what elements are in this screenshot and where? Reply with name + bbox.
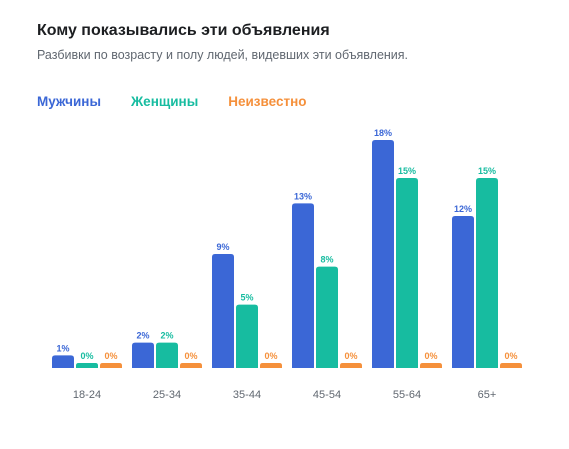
bar-value-label-men-35-44: 9% xyxy=(216,242,229,252)
bar-value-label-women-35-44: 5% xyxy=(240,293,253,303)
bar-value-label-women-18-24: 0% xyxy=(80,351,93,361)
bar-women-25-34[interactable] xyxy=(156,342,178,368)
bar-women-55-64[interactable] xyxy=(396,178,418,368)
bar-men-65+[interactable] xyxy=(452,216,474,368)
x-tick-label-35-44: 35-44 xyxy=(233,389,261,401)
bar-women-18-24[interactable] xyxy=(76,363,98,368)
bar-value-label-women-45-54: 8% xyxy=(320,255,333,265)
bar-women-35-44[interactable] xyxy=(236,304,258,368)
bar-value-label-women-65+: 15% xyxy=(478,166,496,176)
bar-men-55-64[interactable] xyxy=(372,140,394,368)
bar-value-label-unknown-55-64: 0% xyxy=(424,351,437,361)
legend-item-men[interactable]: Мужчины xyxy=(37,94,101,109)
bar-women-65+[interactable] xyxy=(476,178,498,368)
legend-item-women[interactable]: Женщины xyxy=(130,94,199,109)
bar-value-label-men-45-54: 13% xyxy=(294,191,312,201)
bar-unknown-18-24[interactable] xyxy=(100,363,122,368)
bar-value-label-men-25-34: 2% xyxy=(136,331,149,341)
bar-value-label-unknown-35-44: 0% xyxy=(264,351,277,361)
bar-value-label-unknown-65+: 0% xyxy=(504,351,517,361)
x-tick-label-55-64: 55-64 xyxy=(393,389,421,401)
x-tick-label-18-24: 18-24 xyxy=(73,389,101,401)
bar-men-35-44[interactable] xyxy=(212,254,234,368)
x-tick-label-65+: 65+ xyxy=(478,389,497,401)
bar-value-label-men-55-64: 18% xyxy=(374,128,392,138)
bar-value-label-men-18-24: 1% xyxy=(56,343,69,353)
chart-title: Кому показывались эти объявления xyxy=(37,22,330,39)
bar-value-label-men-65+: 12% xyxy=(454,204,472,214)
x-tick-label-25-34: 25-34 xyxy=(153,389,181,401)
legend-item-unknown[interactable]: Неизвестно xyxy=(228,94,307,109)
x-tick-label-45-54: 45-54 xyxy=(313,389,341,401)
bar-unknown-65+[interactable] xyxy=(500,363,522,368)
legend: Мужчины Женщины Неизвестно xyxy=(37,94,306,109)
bar-unknown-25-34[interactable] xyxy=(180,363,202,368)
bar-value-label-women-25-34: 2% xyxy=(160,331,173,341)
bar-value-label-unknown-45-54: 0% xyxy=(344,351,357,361)
bar-men-25-34[interactable] xyxy=(132,342,154,368)
bar-value-label-unknown-18-24: 0% xyxy=(104,351,117,361)
chart-subtitle: Разбивки по возрасту и полу людей, видев… xyxy=(37,48,409,62)
bar-men-45-54[interactable] xyxy=(292,203,314,368)
bar-men-18-24[interactable] xyxy=(52,355,74,368)
bar-unknown-35-44[interactable] xyxy=(260,363,282,368)
bar-unknown-55-64[interactable] xyxy=(420,363,442,368)
bar-women-45-54[interactable] xyxy=(316,266,338,368)
bar-value-label-unknown-25-34: 0% xyxy=(184,351,197,361)
bar-unknown-45-54[interactable] xyxy=(340,363,362,368)
bar-value-label-women-55-64: 15% xyxy=(398,166,416,176)
